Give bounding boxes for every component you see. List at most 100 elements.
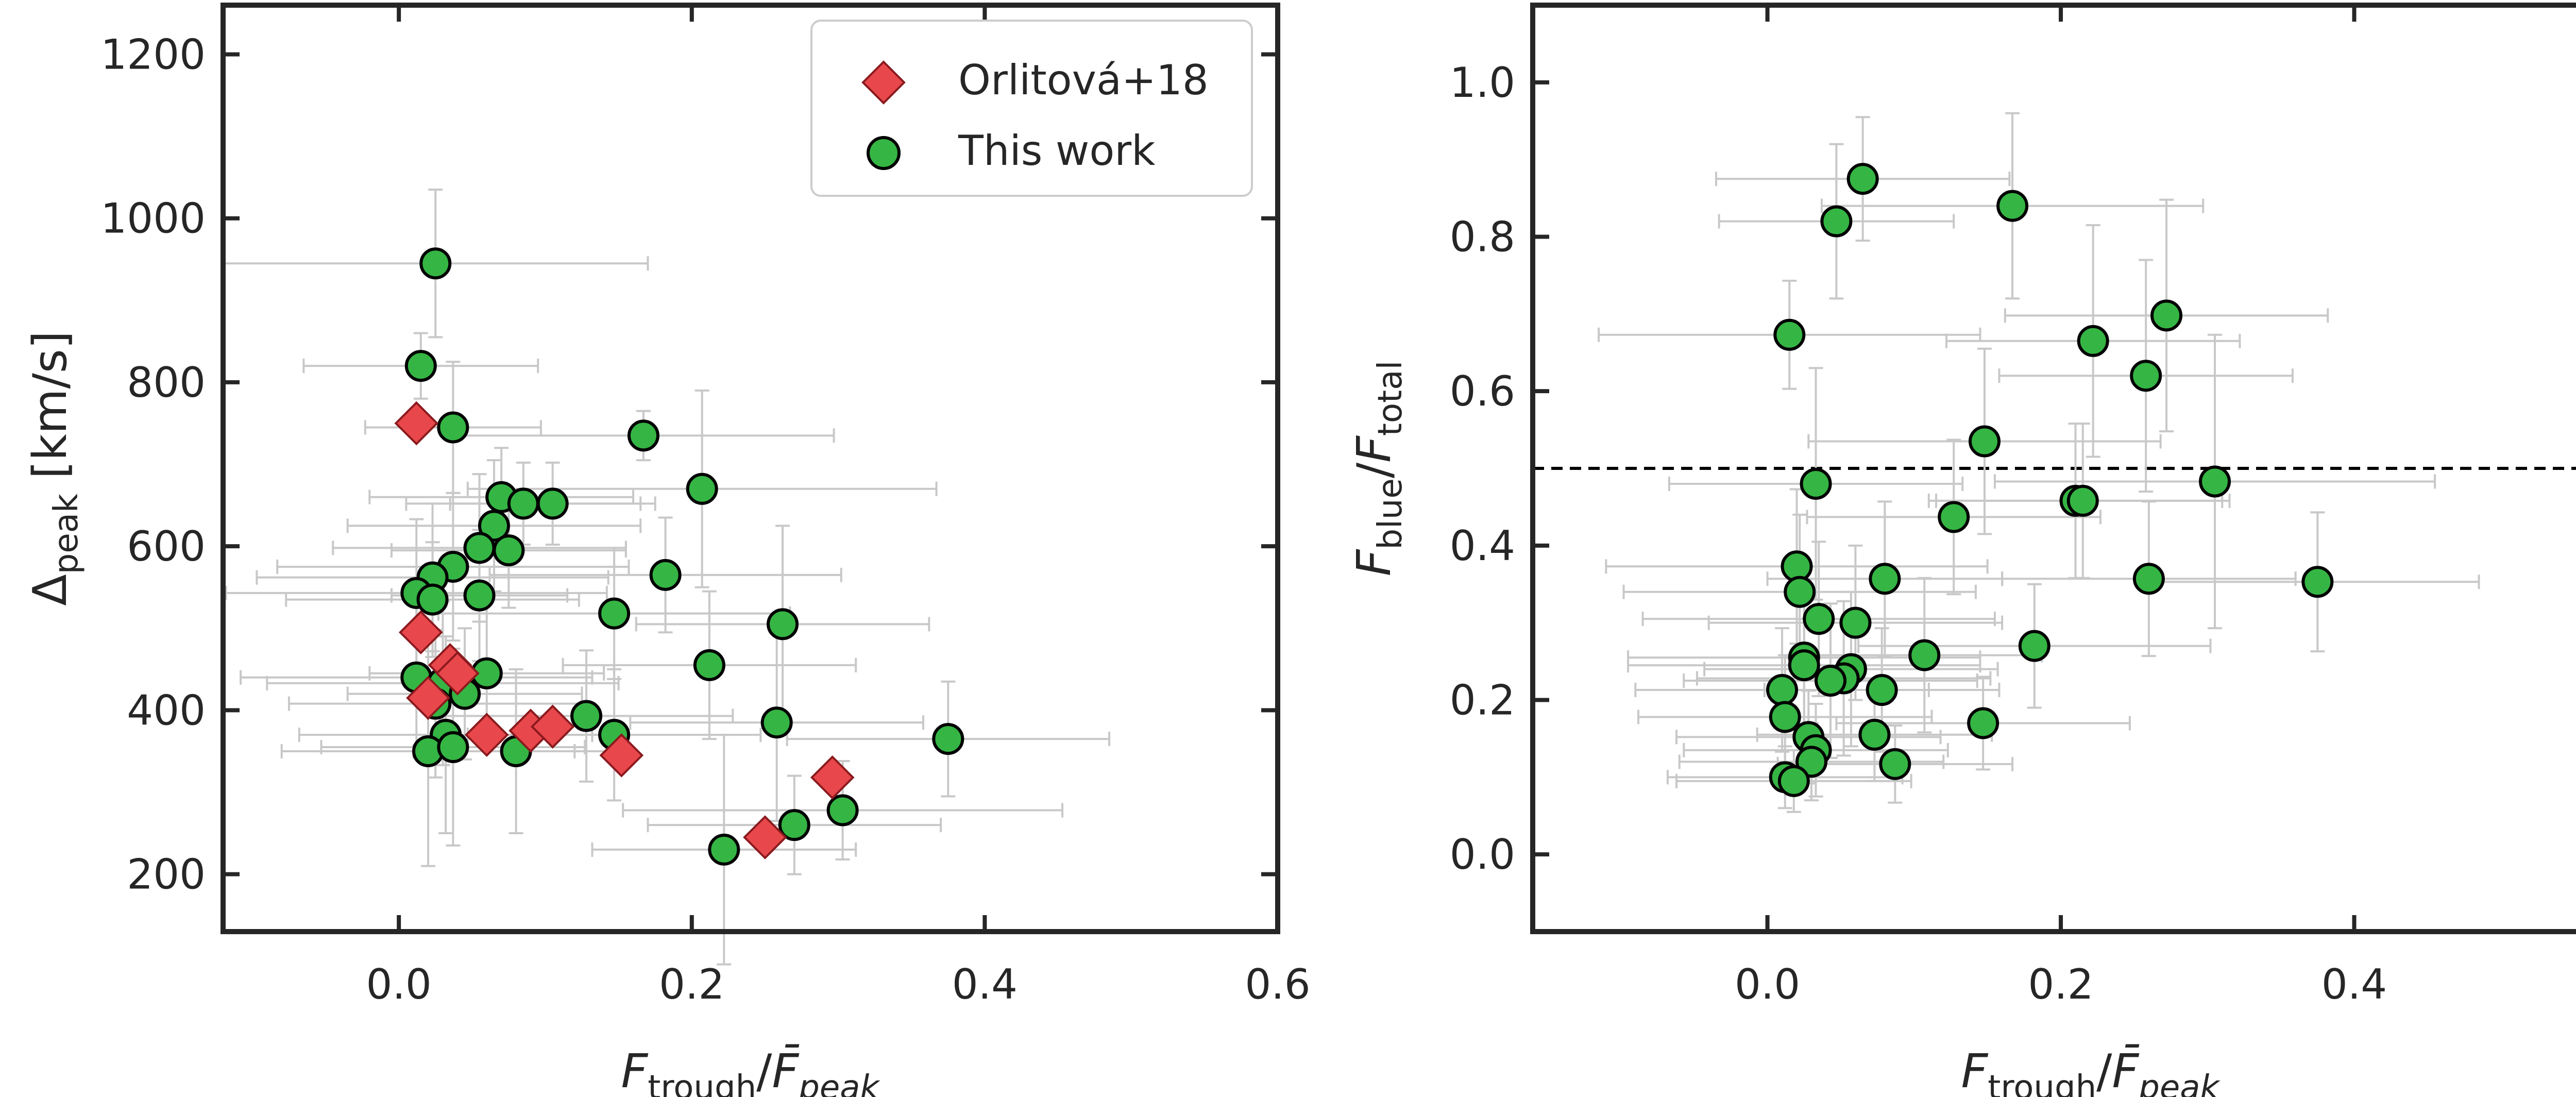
diamond-point — [398, 610, 443, 655]
diamond-point — [743, 815, 787, 859]
y-tick-label: 0.2 — [1450, 677, 1515, 724]
right-y-label-main2: F — [1347, 435, 1401, 463]
circle-point — [463, 532, 496, 564]
left-y-axis-label: Δpeak [km/s] — [23, 331, 86, 606]
right-panel-axes: 0.00.20.40.60.00.20.40.60.81.0 — [1450, 5, 2387, 1008]
left-x-label-sub2: peak — [798, 1069, 880, 1097]
legend-circle-marker — [867, 136, 901, 170]
circle-point — [2150, 299, 2183, 332]
circle-point — [2018, 630, 2050, 662]
circle-point — [437, 731, 469, 763]
x-tick-label: 0.6 — [1245, 960, 1310, 1008]
y-tick-label: 200 — [127, 851, 206, 899]
circle-point — [693, 649, 725, 681]
circle-point — [627, 419, 659, 452]
circle-point — [1938, 501, 1970, 533]
circle-point — [826, 794, 859, 826]
left-x-label-sub: trough — [648, 1069, 756, 1097]
circle-point — [760, 706, 793, 739]
circle-point — [1784, 576, 1816, 608]
circle-point — [1788, 649, 1820, 682]
right-x-label-sub: trough — [1988, 1069, 2096, 1097]
circle-point — [1820, 205, 1853, 238]
y-tick-label: 0.8 — [1450, 213, 1515, 261]
circle-point — [1769, 701, 1801, 733]
circle-point — [1879, 748, 1911, 780]
circle-point — [932, 723, 964, 755]
circle-point — [2130, 360, 2162, 392]
diamond-point — [530, 704, 575, 749]
circle-point — [1839, 606, 1872, 639]
diamond-point — [810, 755, 855, 800]
circle-point — [536, 487, 569, 520]
right-panel-frame — [1530, 3, 2576, 934]
circle-point — [1858, 718, 1891, 751]
circle-point — [1996, 190, 2029, 222]
left-y-label-sub: peak — [47, 494, 86, 574]
diamond-point — [435, 651, 480, 696]
circle-point — [1869, 563, 1901, 595]
legend-box — [810, 20, 1253, 197]
circle-point — [1800, 467, 1832, 500]
diamond-point — [599, 733, 644, 778]
circle-point — [478, 510, 510, 542]
left-x-label-main2: F̄ — [772, 1044, 799, 1097]
left-y-label-main: Δ — [23, 574, 77, 606]
right-y-label-sub2: total — [1371, 361, 1410, 436]
circle-point — [649, 559, 682, 591]
circle-point — [2132, 563, 2165, 595]
circle-point — [1967, 707, 1999, 739]
circle-point — [2199, 465, 2231, 498]
circle-point — [767, 608, 799, 640]
legend-label-orlitova: Orlitová+18 — [958, 56, 1209, 104]
circle-point — [686, 472, 718, 505]
left-panel-points — [394, 247, 964, 866]
left-y-label-units: [km/s] — [23, 331, 77, 494]
circle-point — [1815, 665, 1847, 697]
circle-point — [404, 350, 437, 382]
x-tick-label: 0.2 — [659, 960, 724, 1008]
y-tick-label: 0.0 — [1450, 831, 1515, 879]
circle-point — [1773, 318, 1806, 351]
circle-point — [778, 809, 810, 841]
circle-point — [463, 579, 496, 612]
y-tick-label: 0.6 — [1450, 367, 1515, 415]
left-x-label-main: F — [621, 1044, 648, 1097]
circle-point — [570, 700, 603, 732]
x-tick-label: 0.4 — [2321, 960, 2387, 1008]
right-panel-points — [1766, 163, 2334, 797]
x-tick-label: 0.0 — [1735, 960, 1800, 1008]
right-x-label-sub2: peak — [2138, 1069, 2221, 1097]
y-tick-label: 1.0 — [1450, 59, 1515, 107]
legend: Orlitová+18 This work — [810, 20, 1253, 197]
circle-point — [598, 597, 631, 630]
right-panel: 0.00.20.40.60.00.20.40.60.81.0 Fblue/Fto… — [1347, 3, 2576, 1097]
circle-point — [1968, 425, 2001, 458]
circle-point — [1766, 674, 1799, 706]
y-tick-label: 800 — [127, 359, 206, 407]
right-x-label-main2: F̄ — [2112, 1044, 2139, 1097]
circle-point — [2077, 325, 2109, 357]
x-tick-label: 0.0 — [366, 960, 432, 1008]
left-x-axis-label: Ftrough/F̄peak — [621, 1044, 880, 1097]
right-y-label-sep: / — [1347, 462, 1401, 478]
circle-point — [1777, 765, 1810, 797]
x-tick-label: 0.2 — [2028, 960, 2093, 1008]
y-tick-label: 1200 — [100, 30, 206, 78]
circle-point — [416, 583, 449, 616]
circle-point — [493, 534, 525, 567]
left-panel: 0.0 0.2 0.4 0.6 200 400 600 800 1000 1200 Orlitov… — [23, 3, 1311, 1097]
circle-point — [1803, 603, 1835, 635]
right-x-label-main: F — [1961, 1044, 1988, 1097]
circle-point — [507, 487, 539, 520]
legend-diamond-marker — [861, 60, 906, 105]
right-x-axis-label: Ftrough/F̄peak — [1961, 1044, 2221, 1097]
y-tick-label: 0.4 — [1450, 522, 1515, 570]
right-y-label-sub: blue — [1371, 478, 1410, 549]
diamond-point — [406, 676, 450, 720]
diamond-point — [464, 713, 509, 757]
circle-point — [437, 411, 469, 444]
right-x-label-sep: / — [2096, 1044, 2112, 1097]
right-panel-errorbars — [1598, 112, 2480, 813]
